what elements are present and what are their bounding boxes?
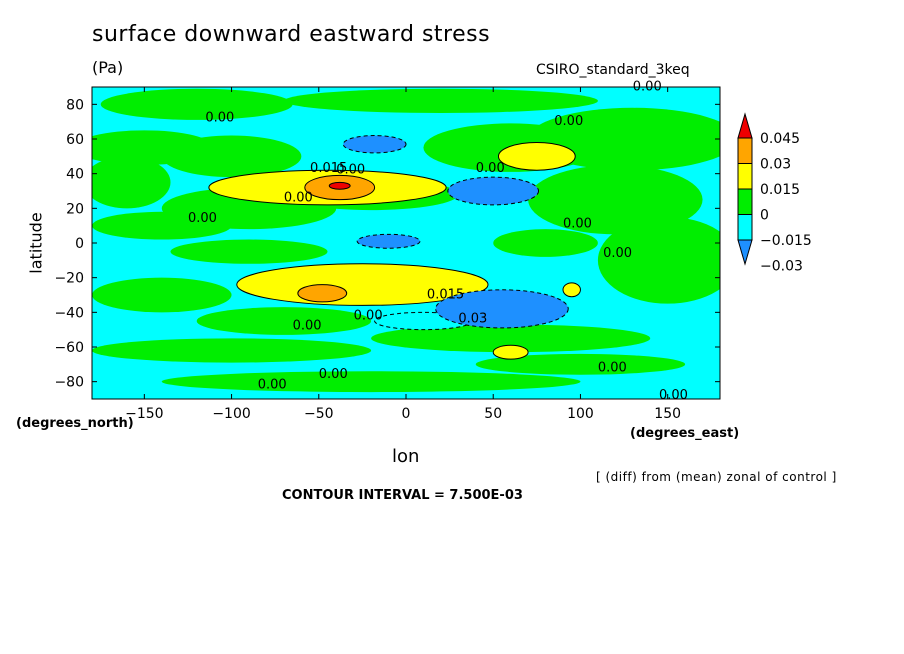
colorbar-segment [737, 214, 753, 241]
colorbar-label: −0.03 [760, 259, 803, 275]
contour-label: 0.00 [188, 211, 217, 226]
contour-label: 0.00 [293, 319, 322, 334]
positive-zone-5 [92, 156, 171, 209]
colorbar-segment [737, 163, 753, 190]
contour-label: 0.00 [258, 378, 287, 393]
plot-area [92, 87, 720, 399]
contour-label: 0.00 [205, 111, 234, 126]
x-tick-label: 150 [654, 406, 681, 422]
positive-zone-16 [475, 353, 686, 375]
positive-zone-10 [597, 217, 720, 304]
colorbar-label: −0.015 [760, 233, 812, 249]
positive-zone-14 [371, 324, 651, 353]
contour-label: 0.00 [336, 163, 365, 178]
colorbar-segment [737, 188, 753, 215]
colorbar-label: 0 [760, 208, 769, 224]
y-tick-label: 80 [66, 97, 84, 113]
colorbar-top-arrow [737, 112, 753, 139]
x-tick-label: −100 [212, 406, 250, 422]
diff-note: [ (diff) from (mean) zonal of control ] [596, 470, 837, 484]
y-tick-label: 60 [66, 132, 84, 148]
y-tick-label: 0 [75, 236, 84, 252]
contour-label: 0.00 [354, 308, 383, 323]
positive-zone-11 [493, 229, 598, 257]
chart-title: surface downward eastward stress [92, 22, 491, 47]
chart-units: (Pa) [92, 58, 124, 77]
colorbar-label: 0.045 [760, 131, 800, 147]
contour-label: 0.00 [284, 190, 313, 205]
contour-interval: CONTOUR INTERVAL = 7.500E-03 [282, 488, 523, 503]
colorbar-bottom-arrow [737, 239, 753, 266]
positive-zone-8 [170, 239, 328, 264]
contour-label: 0.015 [427, 287, 464, 302]
contour-label: 0.015 [310, 161, 347, 176]
positive-feature-4 [562, 282, 581, 298]
contour-label: 0.00 [554, 114, 583, 129]
contour-label: 0.00 [319, 367, 348, 382]
contour-label: 0.00 [633, 79, 662, 94]
contour-label: 0.03 [458, 312, 487, 327]
positive-zone-17 [161, 371, 581, 393]
dataset-label: CSIRO_standard_3keq [536, 62, 690, 78]
positive-zone-15 [92, 338, 372, 363]
colorbar-label: 0.03 [760, 157, 791, 173]
x-axis-units: (degrees_east) [630, 426, 740, 441]
positive-zone-12 [92, 277, 232, 313]
colorbar-segment [737, 137, 753, 164]
y-axis-units: (degrees_north) [16, 416, 134, 431]
y-tick-label: −20 [54, 271, 84, 287]
positive-zone-3 [161, 135, 302, 178]
positive-zone-9 [528, 165, 703, 235]
positive-zone-7 [92, 211, 232, 240]
x-tick-label: −150 [125, 406, 163, 422]
contour-label: 0.00 [598, 360, 627, 375]
positive-zone-1 [283, 88, 598, 113]
y-tick-label: −80 [54, 375, 84, 391]
negative-feature-9 [435, 289, 569, 329]
positive-zone-0 [100, 88, 293, 120]
contour-label: 0.00 [476, 161, 505, 176]
y-tick-label: 20 [66, 201, 84, 217]
colorbar-label: 0.015 [760, 182, 800, 198]
negative-feature-11 [356, 233, 421, 249]
y-tick-label: −60 [54, 340, 84, 356]
negative-feature-8 [447, 176, 540, 206]
x-axis-label: lon [392, 446, 420, 467]
contour-label: 0.00 [563, 216, 592, 231]
y-tick-label: −40 [54, 305, 84, 321]
x-tick-label: 0 [402, 406, 411, 422]
contour-label: 0.00 [659, 388, 688, 403]
y-tick-label: 40 [66, 167, 84, 183]
positive-feature-7 [297, 284, 348, 303]
x-tick-label: 100 [567, 406, 594, 422]
x-tick-label: −50 [304, 406, 334, 422]
x-tick-label: 50 [484, 406, 502, 422]
positive-feature-2 [497, 141, 576, 171]
positive-feature-12 [328, 181, 351, 190]
negative-feature-10 [342, 135, 407, 154]
positive-zone-13 [196, 307, 372, 335]
contour-label: 0.00 [603, 246, 632, 261]
positive-feature-3 [492, 344, 529, 360]
